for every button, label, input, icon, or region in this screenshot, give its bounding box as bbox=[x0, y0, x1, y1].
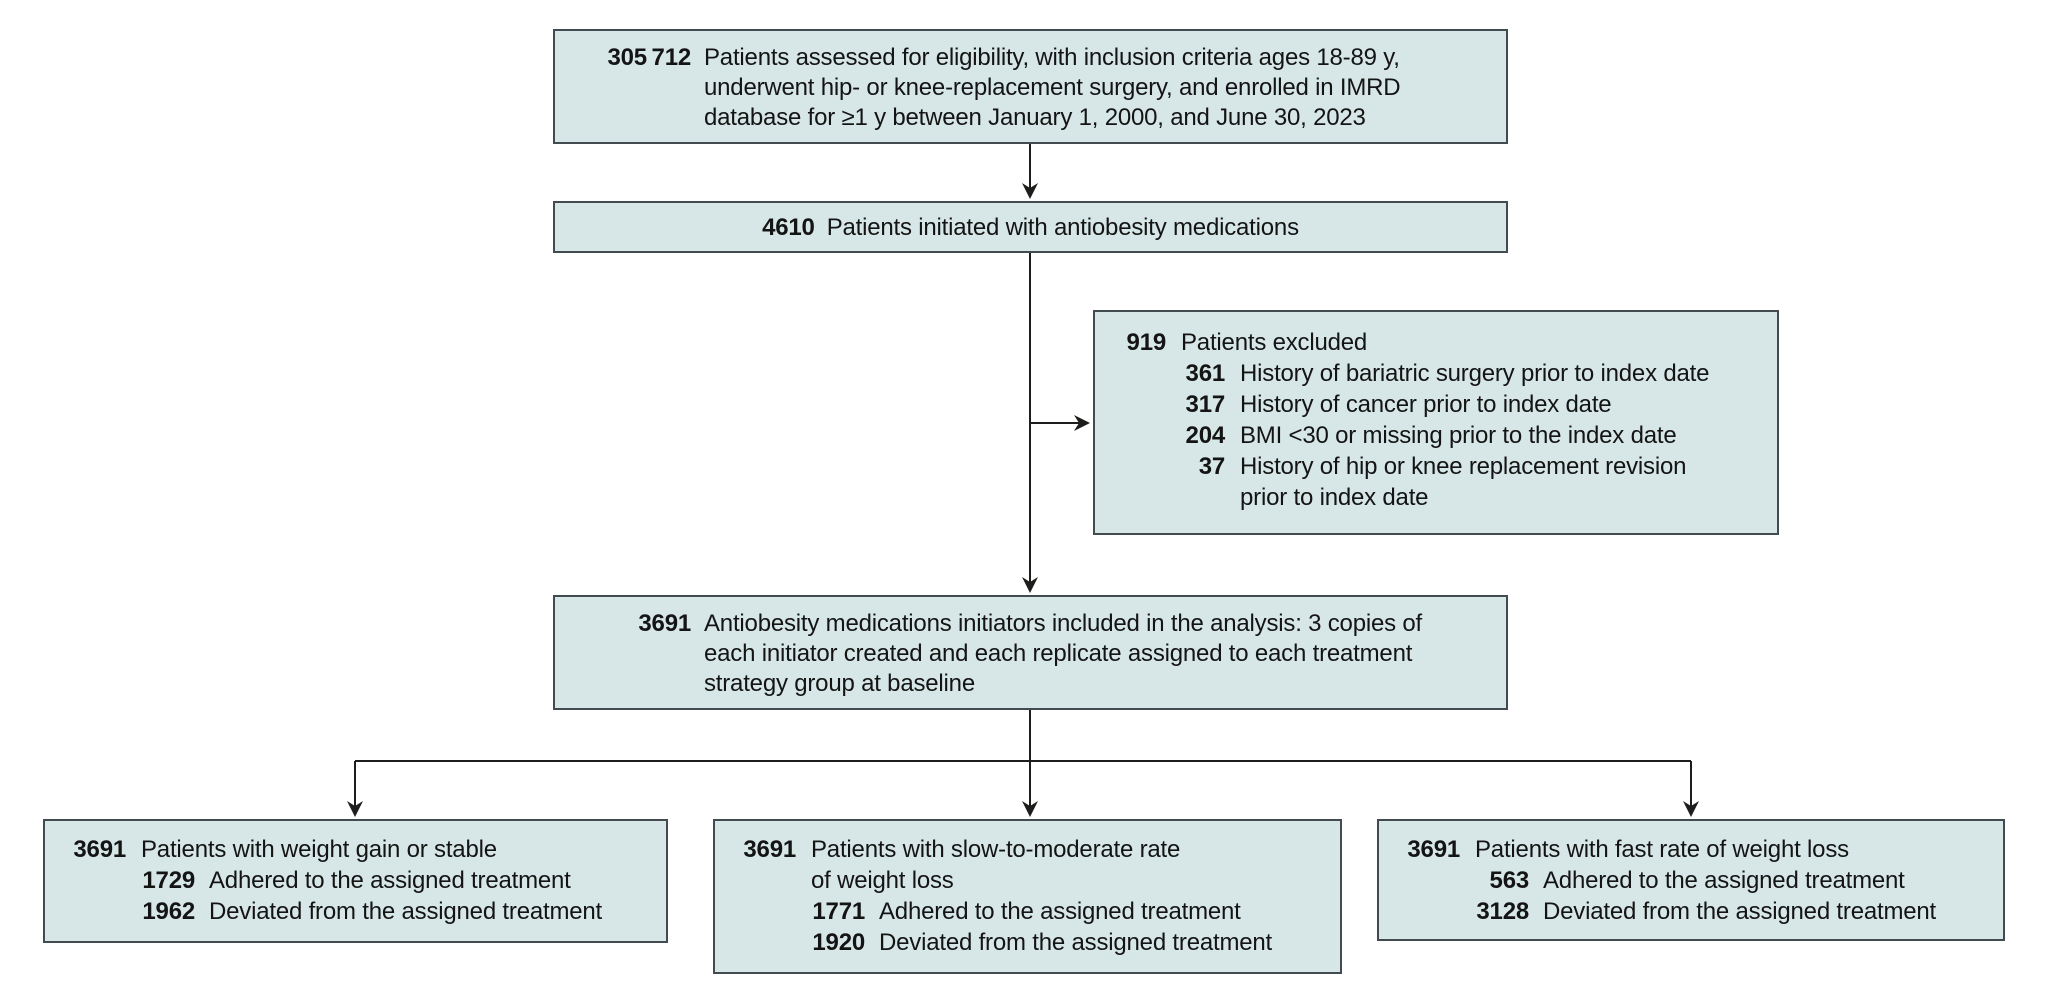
group-line: Patients with slow-to-moderate rate bbox=[811, 836, 1181, 863]
adhered-text: Adhered to the assigned treatment bbox=[879, 898, 1241, 925]
initiated-text: Patients initiated with antiobesity medi… bbox=[826, 213, 1299, 241]
excluded-reason-row: 37 History of hip or knee replacement re… bbox=[1121, 451, 1767, 513]
arrowhead-down-group-2 bbox=[1683, 801, 1699, 817]
reason-count: 37 bbox=[1198, 453, 1225, 480]
deviated-text: Deviated from the assigned treatment bbox=[209, 898, 603, 925]
eligibility-line: database for ≥1 y between January 1, 200… bbox=[704, 104, 1366, 131]
reason-count: 317 bbox=[1185, 391, 1226, 418]
reason-text: History of cancer prior to index date bbox=[1240, 389, 1612, 420]
deviated-text: Deviated from the assigned treatment bbox=[879, 929, 1273, 956]
reason-line: prior to index date bbox=[1240, 484, 1429, 511]
box-initiated: 4610 Patients initiated with antiobesity… bbox=[553, 201, 1508, 253]
deviated-row: 1920 Deviated from the assigned treatmen… bbox=[740, 927, 1330, 958]
group-count: 3691 bbox=[1407, 836, 1460, 863]
box-eligibility: 305 712 Patients assessed for eligibilit… bbox=[553, 29, 1508, 144]
reason-count: 361 bbox=[1185, 360, 1226, 387]
arrowhead-down-2 bbox=[1022, 577, 1038, 593]
deviated-row: 1962 Deviated from the assigned treatmen… bbox=[70, 896, 656, 927]
eligibility-text: Patients assessed for eligibility, with … bbox=[704, 43, 1401, 133]
group-line: Patients with weight gain or stable bbox=[141, 836, 497, 863]
excluded-reason-row: 361 History of bariatric surgery prior t… bbox=[1121, 358, 1767, 389]
analysis-row: 3691 Antiobesity medications initiators … bbox=[591, 609, 1488, 699]
initiated-count: 4610 bbox=[762, 213, 815, 241]
box-group-fast-weight-loss: 3691 Patients with fast rate of weight l… bbox=[1377, 819, 2005, 941]
adhered-row: 1729 Adhered to the assigned treatment bbox=[70, 865, 656, 896]
box-group-weight-gain-or-stable: 3691 Patients with weight gain or stable… bbox=[43, 819, 668, 943]
group-count: 3691 bbox=[743, 836, 796, 863]
deviated-count: 1962 bbox=[142, 898, 195, 925]
deviated-text: Deviated from the assigned treatment bbox=[1543, 898, 1937, 925]
reason-line: History of hip or knee replacement revis… bbox=[1240, 453, 1687, 480]
adhered-text: Adhered to the assigned treatment bbox=[1543, 867, 1905, 894]
adhered-row: 1771 Adhered to the assigned treatment bbox=[740, 896, 1330, 927]
deviated-count: 3128 bbox=[1476, 898, 1529, 925]
deviated-count: 1920 bbox=[812, 929, 865, 956]
eligibility-line: Patients assessed for eligibility, with … bbox=[704, 44, 1400, 71]
excluded-reason-row: 317 History of cancer prior to index dat… bbox=[1121, 389, 1767, 420]
arrowhead-down-1 bbox=[1022, 183, 1038, 199]
adhered-count: 1771 bbox=[812, 898, 865, 925]
analysis-line: Antiobesity medications initiators inclu… bbox=[704, 610, 1422, 637]
analysis-text: Antiobesity medications initiators inclu… bbox=[704, 609, 1422, 699]
eligibility-row: 305 712 Patients assessed for eligibilit… bbox=[591, 43, 1488, 133]
group-line: Patients with fast rate of weight loss bbox=[1475, 836, 1849, 863]
excluded-text: Patients excluded bbox=[1181, 329, 1368, 356]
reason-text: History of bariatric surgery prior to in… bbox=[1240, 358, 1709, 389]
deviated-row: 3128 Deviated from the assigned treatmen… bbox=[1404, 896, 1993, 927]
group-text: Patients with weight gain or stable bbox=[141, 834, 497, 865]
group-text: Patients with fast rate of weight loss bbox=[1475, 834, 1849, 865]
arrowhead-right-excluded bbox=[1074, 415, 1090, 431]
adhered-row: 563 Adhered to the assigned treatment bbox=[1404, 865, 1993, 896]
eligibility-line: underwent hip- or knee-replacement surge… bbox=[704, 74, 1401, 101]
box-excluded: 919 Patients excluded 361 History of bar… bbox=[1093, 310, 1779, 535]
reason-line: History of cancer prior to index date bbox=[1240, 391, 1612, 418]
arrowhead-down-group-1 bbox=[1022, 801, 1038, 817]
group-header-row: 3691 Patients with weight gain or stable bbox=[70, 834, 656, 865]
group-text: Patients with slow-to-moderate rate of w… bbox=[811, 834, 1180, 896]
reason-count: 204 bbox=[1185, 422, 1226, 449]
analysis-line: strategy group at baseline bbox=[704, 670, 975, 697]
group-line: of weight loss bbox=[811, 867, 954, 894]
excluded-count: 919 bbox=[1126, 329, 1167, 356]
adhered-text: Adhered to the assigned treatment bbox=[209, 867, 571, 894]
eligibility-count: 305 712 bbox=[607, 44, 692, 71]
analysis-line: each initiator created and each replicat… bbox=[704, 640, 1413, 667]
box-analysis: 3691 Antiobesity medications initiators … bbox=[553, 595, 1508, 710]
group-header-row: 3691 Patients with slow-to-moderate rate… bbox=[740, 834, 1330, 896]
excluded-reason-row: 204 BMI <30 or missing prior to the inde… bbox=[1121, 420, 1767, 451]
adhered-count: 1729 bbox=[142, 867, 195, 894]
reason-text: History of hip or knee replacement revis… bbox=[1240, 451, 1686, 513]
adhered-count: 563 bbox=[1489, 867, 1530, 894]
analysis-count: 3691 bbox=[638, 610, 691, 637]
group-header-row: 3691 Patients with fast rate of weight l… bbox=[1404, 834, 1993, 865]
reason-line: BMI <30 or missing prior to the index da… bbox=[1240, 422, 1677, 449]
arrowhead-down-group-0 bbox=[347, 801, 363, 817]
box-group-slow-to-moderate-weight-loss: 3691 Patients with slow-to-moderate rate… bbox=[713, 819, 1342, 974]
group-count: 3691 bbox=[73, 836, 126, 863]
reason-line: History of bariatric surgery prior to in… bbox=[1240, 360, 1710, 387]
excluded-header-row: 919 Patients excluded bbox=[1121, 327, 1767, 358]
reason-text: BMI <30 or missing prior to the index da… bbox=[1240, 420, 1677, 451]
